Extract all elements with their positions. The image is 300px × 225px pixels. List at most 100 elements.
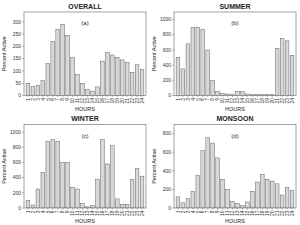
bar (61, 24, 65, 95)
bar (115, 199, 119, 208)
x-tick (272, 96, 273, 98)
x-tick (212, 208, 213, 210)
x-tick (277, 208, 278, 210)
x-tick (177, 96, 178, 98)
x-tick (62, 208, 63, 210)
bar (181, 69, 185, 96)
x-tick (117, 96, 118, 98)
bar (120, 60, 124, 96)
x-tick (262, 96, 263, 98)
bar (275, 48, 279, 95)
x-tick (92, 208, 93, 210)
bar (201, 150, 205, 208)
bar (226, 189, 230, 208)
panel: MONSOON020040060080012345678910111213141… (151, 115, 297, 224)
bar (191, 27, 195, 95)
x-tick (27, 96, 28, 98)
bar (36, 85, 40, 95)
bar (125, 204, 129, 208)
bars (176, 27, 294, 95)
x-tick (192, 208, 193, 210)
y-tick-label: 800 (163, 31, 172, 37)
x-tick (212, 96, 213, 98)
x-tick (87, 208, 88, 210)
x-tick (137, 96, 138, 98)
x-tick (177, 208, 178, 210)
bar (115, 57, 119, 95)
chart-figure: OVERALL050100150200250300123456789101112… (0, 0, 300, 225)
bar (105, 53, 109, 96)
y-tick (172, 49, 174, 50)
bar (130, 179, 134, 208)
x-tick (32, 96, 33, 98)
x-tick (182, 96, 183, 98)
bar (105, 164, 109, 208)
x-tick (282, 96, 283, 98)
x-axis-label: HOURS (225, 106, 245, 112)
x-tick (102, 208, 103, 210)
bar (236, 92, 240, 96)
y-tick-label: 1000 (10, 129, 21, 135)
annotation: (b) (231, 20, 238, 26)
bar (270, 181, 274, 208)
bar (100, 140, 104, 208)
y-tick (22, 177, 24, 178)
x-tick (247, 208, 248, 210)
bar (66, 35, 70, 95)
bar (135, 169, 139, 208)
x-tick (82, 208, 83, 210)
x-tick (227, 208, 228, 210)
bar (110, 55, 114, 96)
x-tick (97, 208, 98, 210)
x-tick (87, 96, 88, 98)
y-tick-label: 200 (13, 190, 22, 196)
x-tick (27, 208, 28, 210)
y-tick-label: 200 (163, 77, 172, 83)
x-tick (227, 96, 228, 98)
bar (76, 75, 80, 96)
bar (260, 175, 264, 208)
bar (61, 162, 65, 208)
x-tick (92, 96, 93, 98)
x-tick (287, 96, 288, 98)
bar (86, 89, 90, 95)
y-axis-label: Percent Active (151, 36, 157, 71)
x-tick (252, 96, 253, 98)
x-tick (207, 208, 208, 210)
y-tick-label: 1000 (160, 16, 171, 22)
y-tick (22, 58, 24, 59)
x-tick (277, 96, 278, 98)
x-tick (192, 96, 193, 98)
x-tick (222, 96, 223, 98)
y-tick (172, 34, 174, 35)
x-tick (197, 96, 198, 98)
bar (46, 141, 50, 208)
x-tick (127, 96, 128, 98)
plot-frame (24, 12, 146, 96)
x-tick (37, 208, 38, 210)
plot-frame (174, 12, 296, 96)
bar (51, 41, 55, 95)
x-tick (117, 208, 118, 210)
x-tick (97, 96, 98, 98)
x-tick (292, 208, 293, 210)
bar (56, 29, 60, 95)
y-tick (172, 170, 174, 171)
x-tick (187, 96, 188, 98)
x-tick (222, 208, 223, 210)
bar (81, 83, 85, 95)
y-tick-label: 50 (15, 80, 21, 86)
bar (186, 44, 190, 96)
x-tick (107, 96, 108, 98)
bar (26, 83, 30, 95)
bar (125, 62, 129, 95)
bar (241, 92, 245, 96)
y-tick-label: 400 (163, 168, 172, 174)
bar (36, 189, 40, 208)
bar (46, 64, 50, 96)
chart-title: SUMMER (219, 3, 250, 10)
y-tick (22, 70, 24, 71)
x-tick (247, 96, 248, 98)
x-tick (112, 208, 113, 210)
plot-frame (24, 125, 146, 209)
